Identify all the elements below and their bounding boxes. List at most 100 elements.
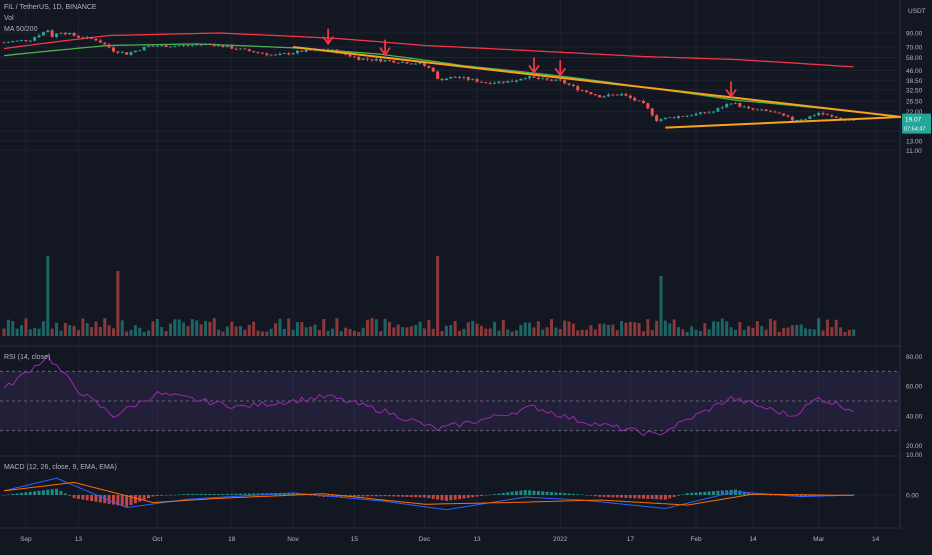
candle-body (133, 50, 137, 53)
volume-bar (440, 331, 444, 336)
candle-body (804, 119, 808, 120)
volume-bar (195, 320, 199, 336)
volume-bar (536, 321, 540, 336)
macd-histogram-bar (138, 495, 142, 502)
ma-legend[interactable]: MA 50/200 (4, 26, 38, 33)
macd-histogram-bar (133, 495, 137, 504)
volume-bar (677, 327, 681, 336)
candle-body (510, 80, 514, 82)
macd-histogram-bar (484, 495, 488, 496)
candle-body (256, 52, 260, 54)
macd-histogram-bar (50, 489, 54, 495)
candle-body (479, 81, 483, 83)
volume-bar (203, 321, 207, 336)
macd-histogram-bar (147, 495, 151, 499)
volume-bar (41, 321, 45, 336)
volume-bar (554, 327, 558, 336)
candle-body (681, 116, 685, 118)
volume-bar (304, 327, 308, 336)
macd-histogram-bar (90, 495, 94, 502)
volume-bar (506, 329, 510, 336)
candle-body (63, 32, 67, 35)
macd-histogram-bar (195, 493, 199, 495)
volume-bar (672, 319, 676, 336)
rsi-tick-label: 20.00 (906, 443, 923, 450)
volume-bar (764, 329, 768, 336)
volume-bar (133, 325, 137, 336)
volume-bar (663, 320, 667, 336)
candle-body (199, 44, 203, 46)
candle-body (834, 116, 838, 118)
candle-body (729, 103, 733, 105)
macd-histogram-bar (239, 493, 243, 495)
candle-body (585, 90, 589, 93)
trendline-lower (665, 115, 902, 129)
volume-bar (401, 327, 405, 336)
volume-legend[interactable]: Vol (4, 15, 14, 22)
candle-body (212, 43, 216, 46)
candle-body (374, 58, 378, 61)
macd-legend[interactable]: MACD (12, 26, close, 9, EMA, EMA) (4, 464, 117, 471)
price-tick-label: 22.00 (906, 109, 923, 116)
volume-bar (567, 321, 571, 336)
macd-histogram-bar (567, 493, 571, 495)
volume-bar (655, 320, 659, 336)
candle-body (782, 113, 786, 116)
macd-histogram-bar (116, 495, 120, 506)
macd-histogram-bar (335, 495, 339, 497)
candle-body (475, 79, 479, 82)
volume-bar (164, 331, 168, 336)
candle-body (690, 115, 694, 117)
volume-bar (256, 330, 260, 336)
macd-histogram-bar (295, 493, 299, 495)
volume-bar (138, 327, 142, 336)
candle-body (15, 40, 19, 42)
candle-body (68, 32, 72, 35)
macd-histogram-bar (392, 495, 396, 497)
volume-bar (24, 318, 28, 336)
macd-histogram-bar (598, 495, 602, 497)
macd-histogram-bar (550, 492, 553, 495)
candle-body (501, 81, 505, 83)
candle-body (615, 94, 619, 96)
candle-body (11, 41, 15, 43)
candle-body (523, 78, 527, 80)
candle-body (401, 61, 405, 63)
macd-histogram-bar (348, 495, 352, 497)
macd-histogram-bar (576, 494, 580, 495)
macd-histogram-bar (2, 495, 6, 496)
macd-histogram-bar (536, 491, 540, 495)
symbol-legend[interactable]: FIL / TetherUS, 1D, BINANCE (4, 4, 97, 11)
volume-bar (747, 326, 751, 336)
candle-body (81, 37, 85, 39)
macd-histogram-bar (256, 493, 260, 495)
volume-bar (790, 325, 794, 336)
macd-histogram-bar (98, 495, 102, 503)
macd-histogram-bar (379, 495, 383, 497)
rsi-tick-label: 80.00 (906, 354, 923, 361)
volume-bar (239, 326, 243, 336)
macd-histogram-bar (663, 495, 667, 500)
candle-body (326, 49, 330, 51)
volume-bar (55, 322, 59, 336)
volume-bar (475, 323, 479, 336)
macd-histogram-bar (641, 495, 645, 499)
rsi-legend[interactable]: RSI (14, close) (4, 354, 51, 361)
candle-body (602, 96, 606, 98)
candle-body (650, 108, 654, 116)
volume-bar (72, 325, 76, 336)
volume-bar (295, 322, 299, 336)
candle-body (138, 50, 142, 52)
macd-pane (0, 477, 900, 511)
candle-body (466, 77, 470, 80)
candle-body (291, 53, 295, 55)
volume-bar (501, 319, 505, 336)
candle-body (567, 83, 571, 85)
volume-bar (247, 324, 251, 336)
volume-bar (76, 330, 80, 336)
macd-histogram-bar (541, 491, 545, 495)
volume-bar (725, 321, 729, 336)
volume-bar (755, 321, 759, 336)
